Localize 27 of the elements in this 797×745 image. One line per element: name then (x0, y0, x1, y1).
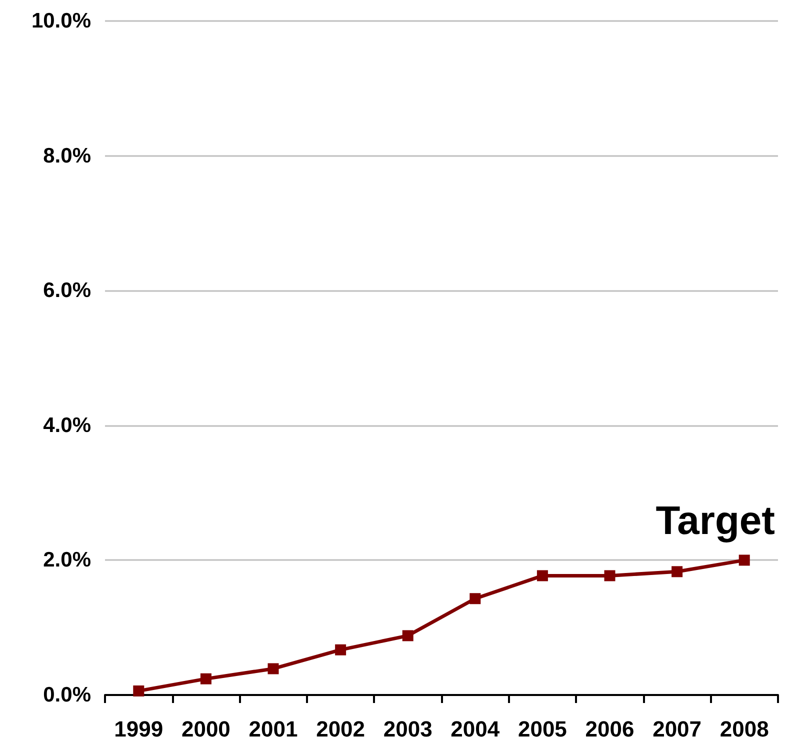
point (402, 630, 414, 642)
x-tick-label: 2002 (316, 716, 366, 742)
x-tick-label: 2000 (181, 716, 230, 742)
point (738, 554, 750, 566)
point (133, 685, 144, 696)
y-tick-label: 8.0% (43, 144, 92, 168)
x-tick-label: 2008 (720, 716, 769, 742)
x-tick-label: 2005 (518, 716, 567, 742)
point (335, 644, 346, 656)
point (536, 570, 548, 582)
x-tick-label: 2003 (383, 716, 432, 742)
y-tick-label: 0.0% (43, 684, 92, 706)
annotation: Target (656, 499, 775, 544)
point (604, 570, 616, 582)
point (268, 663, 279, 674)
x-tick-label: 2007 (652, 716, 702, 742)
x-tick-label: 1999 (114, 716, 164, 742)
x-tick-label: 2001 (248, 716, 298, 742)
y-tick-label: 6.0% (43, 279, 92, 302)
point (672, 566, 683, 578)
point (470, 593, 481, 604)
x-tick-label: 2006 (585, 716, 634, 742)
x-tick-label: 2004 (450, 716, 500, 742)
y-tick-label: 2.0% (43, 548, 92, 572)
y-tick-label: 10.0% (31, 10, 92, 32)
y-tick-label: 4.0% (43, 414, 92, 437)
point (200, 673, 212, 684)
